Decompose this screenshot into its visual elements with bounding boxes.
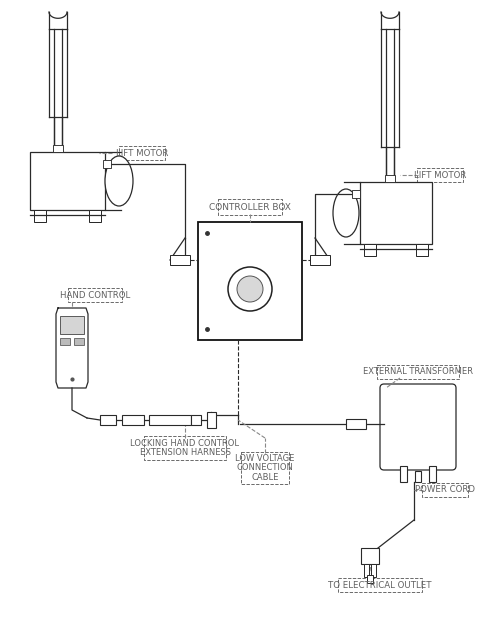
Text: TO ELECTRICAL OUTLET: TO ELECTRICAL OUTLET [328, 580, 432, 589]
Bar [60, 338, 70, 345]
Bar [417, 168, 463, 182]
Bar [364, 564, 369, 577]
Bar [149, 415, 191, 425]
Bar [416, 244, 428, 256]
Bar [191, 415, 201, 425]
Bar [170, 255, 190, 265]
Text: POWER CORD: POWER CORD [415, 486, 475, 494]
Bar [30, 152, 105, 210]
Bar [378, 365, 458, 379]
Bar [400, 466, 407, 482]
Polygon shape [56, 308, 88, 388]
Bar [89, 210, 101, 222]
Bar [198, 222, 302, 340]
Bar [103, 160, 111, 168]
Text: LOW VOLTAGE: LOW VOLTAGE [236, 454, 294, 463]
Ellipse shape [333, 189, 359, 237]
Bar [352, 190, 360, 198]
Circle shape [228, 267, 272, 311]
Bar [360, 182, 432, 244]
Bar [144, 436, 226, 460]
Bar [207, 412, 216, 428]
Bar [346, 419, 366, 429]
Text: EXTERNAL TRANSFORMER: EXTERNAL TRANSFORMER [363, 368, 473, 377]
Bar [338, 578, 422, 592]
Bar [122, 415, 144, 425]
Text: LOCKING HAND CONTROL: LOCKING HAND CONTROL [130, 439, 240, 448]
Text: CABLE: CABLE [252, 473, 278, 482]
Bar [53, 145, 63, 152]
Bar [429, 466, 436, 482]
Bar [218, 199, 282, 215]
Ellipse shape [105, 156, 133, 206]
Bar [371, 564, 376, 577]
Bar [367, 575, 373, 583]
FancyBboxPatch shape [380, 384, 456, 470]
Bar [60, 316, 84, 334]
Text: HAND CONTROL: HAND CONTROL [60, 291, 130, 299]
Bar [68, 287, 122, 303]
Text: CONNECTION: CONNECTION [236, 463, 294, 472]
Bar [100, 415, 116, 425]
Bar [422, 483, 468, 498]
Bar [310, 255, 330, 265]
Text: CONTROLLER BOX: CONTROLLER BOX [209, 203, 291, 211]
Text: LIFT MOTOR: LIFT MOTOR [116, 149, 168, 158]
Text: EXTENSION HARNESS: EXTENSION HARNESS [140, 448, 230, 457]
Bar [34, 210, 46, 222]
Bar [361, 548, 379, 564]
Circle shape [237, 276, 263, 302]
Bar [364, 244, 376, 256]
Text: LIFT MOTOR: LIFT MOTOR [414, 170, 466, 180]
Bar [119, 146, 165, 160]
Bar [241, 451, 289, 484]
Bar [385, 175, 395, 182]
Bar [415, 471, 421, 482]
Bar [74, 338, 84, 345]
